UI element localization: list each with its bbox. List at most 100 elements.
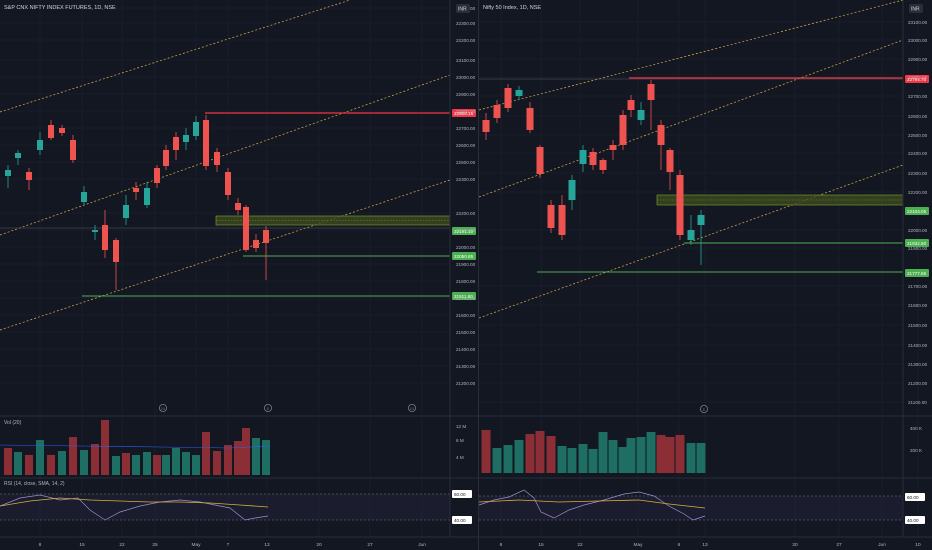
price-level-label: 22104.05 bbox=[907, 209, 927, 214]
date-tick-label: 8 bbox=[39, 542, 42, 548]
candle-body bbox=[627, 100, 635, 110]
right-chart-pane[interactable]: 22794.70 22104.05 21932.60 21777.65 60.00 40… bbox=[478, 0, 932, 550]
volume-tick-label: 12 M bbox=[456, 424, 466, 429]
candle-body bbox=[133, 188, 139, 192]
price-level-badge bbox=[452, 227, 476, 235]
candle-body bbox=[235, 203, 241, 210]
volume-bar bbox=[675, 435, 685, 473]
price-tick-label: 22500.00 bbox=[456, 160, 476, 165]
candle-body bbox=[599, 160, 607, 170]
volume-bar bbox=[153, 455, 161, 475]
candle-body bbox=[536, 147, 544, 174]
date-tick-label: 22 bbox=[119, 542, 125, 548]
price-tick-label: 21500.00 bbox=[908, 323, 928, 328]
date-tick-label: May bbox=[191, 542, 201, 548]
candle-body bbox=[70, 140, 76, 160]
price-tick-label: 22100.00 bbox=[456, 228, 476, 233]
volume-bar bbox=[192, 455, 200, 475]
date-tick-label: 25 bbox=[152, 542, 158, 548]
price-tick-label: 22800.00 bbox=[456, 109, 476, 114]
left-chart-svg[interactable]: 22808.15 22191.10 22050.85 21811.60 60.00 40… bbox=[0, 0, 478, 550]
left-volume-title[interactable]: Vol (20) bbox=[4, 420, 22, 426]
date-tick-label: 10 bbox=[915, 542, 921, 548]
volume-bar bbox=[514, 440, 524, 473]
volume-bar bbox=[80, 450, 88, 475]
volume-bar bbox=[557, 446, 567, 473]
rsi-lower-label: 40.00 bbox=[454, 518, 466, 523]
candle-body bbox=[697, 215, 705, 225]
price-level-label: 22808.15 bbox=[454, 111, 474, 116]
price-tick-label: 21600.00 bbox=[908, 303, 928, 308]
price-level-label: 22191.10 bbox=[454, 229, 474, 234]
candle-body bbox=[609, 145, 617, 150]
candle-body bbox=[568, 180, 576, 200]
volume-bar bbox=[481, 430, 491, 473]
volume-bar bbox=[503, 445, 513, 473]
volume-ma-line bbox=[0, 444, 271, 449]
candle-body bbox=[657, 125, 665, 145]
left-symbol-title[interactable]: S&P CNX NIFTY INDEX FUTURES, 1D, NSE bbox=[4, 5, 116, 11]
candle-body bbox=[15, 153, 21, 158]
news-icon[interactable]: 24 bbox=[158, 403, 167, 412]
volume-bar bbox=[242, 428, 250, 475]
right-currency-label: INR bbox=[911, 7, 920, 13]
volume-bar bbox=[262, 440, 270, 475]
channel-upper-line bbox=[0, 0, 351, 113]
date-tick-label: 6 bbox=[678, 542, 681, 548]
rsi-upper-badge bbox=[905, 493, 925, 501]
price-level-badge bbox=[905, 239, 929, 247]
volume-bar bbox=[234, 441, 242, 475]
volume-bar bbox=[122, 453, 130, 475]
right-chart-svg[interactable]: 22794.70 22104.05 21932.60 21777.65 60.00 40… bbox=[479, 0, 932, 550]
rsi-lower-badge bbox=[905, 516, 925, 524]
date-tick-label: 15 bbox=[79, 542, 85, 548]
price-tick-label: 22300.00 bbox=[456, 177, 476, 182]
price-tick-label: 21700.00 bbox=[908, 284, 928, 289]
candle-body bbox=[547, 205, 555, 228]
candle-body bbox=[81, 192, 87, 202]
rsi-line bbox=[479, 489, 706, 521]
right-symbol-title[interactable]: Nifty 50 Index, 1D, NSE bbox=[483, 5, 541, 11]
date-tick-label: Jun bbox=[878, 542, 886, 548]
candle-body bbox=[504, 88, 512, 108]
left-currency-badge[interactable] bbox=[456, 4, 470, 13]
volume-tick-label: 200 K bbox=[910, 448, 923, 453]
candle-body bbox=[637, 110, 645, 120]
flag-icon[interactable]: E bbox=[699, 404, 708, 413]
price-tick-label: 21200.00 bbox=[908, 381, 928, 386]
price-tick-label: 23100.00 bbox=[456, 58, 476, 63]
candle-body bbox=[37, 140, 43, 150]
left-chart-pane[interactable]: 22808.15 22191.10 22050.85 21811.60 60.00 40… bbox=[0, 0, 478, 550]
price-tick-label: 22600.00 bbox=[456, 143, 476, 148]
volume-bar bbox=[47, 455, 55, 475]
price-tick-label: 22200.00 bbox=[456, 211, 476, 216]
price-tick-label: 22800.00 bbox=[908, 75, 928, 80]
right-currency-badge[interactable] bbox=[909, 4, 923, 13]
candle-body bbox=[263, 230, 269, 243]
price-tick-label: 21900.00 bbox=[456, 262, 476, 267]
price-level-badge bbox=[905, 75, 929, 83]
volume-bar bbox=[252, 438, 260, 475]
volume-bar bbox=[636, 437, 646, 473]
volume-bar bbox=[182, 452, 190, 475]
date-tick-label: 20 bbox=[316, 542, 322, 548]
candle-body bbox=[558, 205, 566, 235]
date-tick-label: 22 bbox=[577, 542, 583, 548]
volume-tick-label: 400 K bbox=[910, 426, 923, 431]
date-tick-label: 27 bbox=[367, 542, 373, 548]
volume-bar bbox=[36, 440, 44, 475]
earnings-icon[interactable]: 24 bbox=[407, 403, 416, 412]
price-tick-label: 22400.00 bbox=[908, 151, 928, 156]
price-tick-label: 21100.00 bbox=[908, 400, 927, 405]
price-tick-label: 22200.00 bbox=[456, 38, 476, 43]
svg-text:E: E bbox=[703, 408, 706, 412]
date-tick-label: 27 bbox=[836, 542, 842, 548]
volume-bar bbox=[598, 432, 608, 473]
left-rsi-title[interactable]: RSI (14, close, SMA, 14, 2) bbox=[4, 481, 65, 487]
candle-body bbox=[48, 125, 54, 138]
flag-icon[interactable]: E bbox=[263, 403, 272, 412]
candle-body bbox=[647, 84, 655, 100]
volume-bar bbox=[492, 448, 502, 473]
candle-body bbox=[59, 128, 65, 133]
channel-lower-line bbox=[0, 179, 451, 331]
